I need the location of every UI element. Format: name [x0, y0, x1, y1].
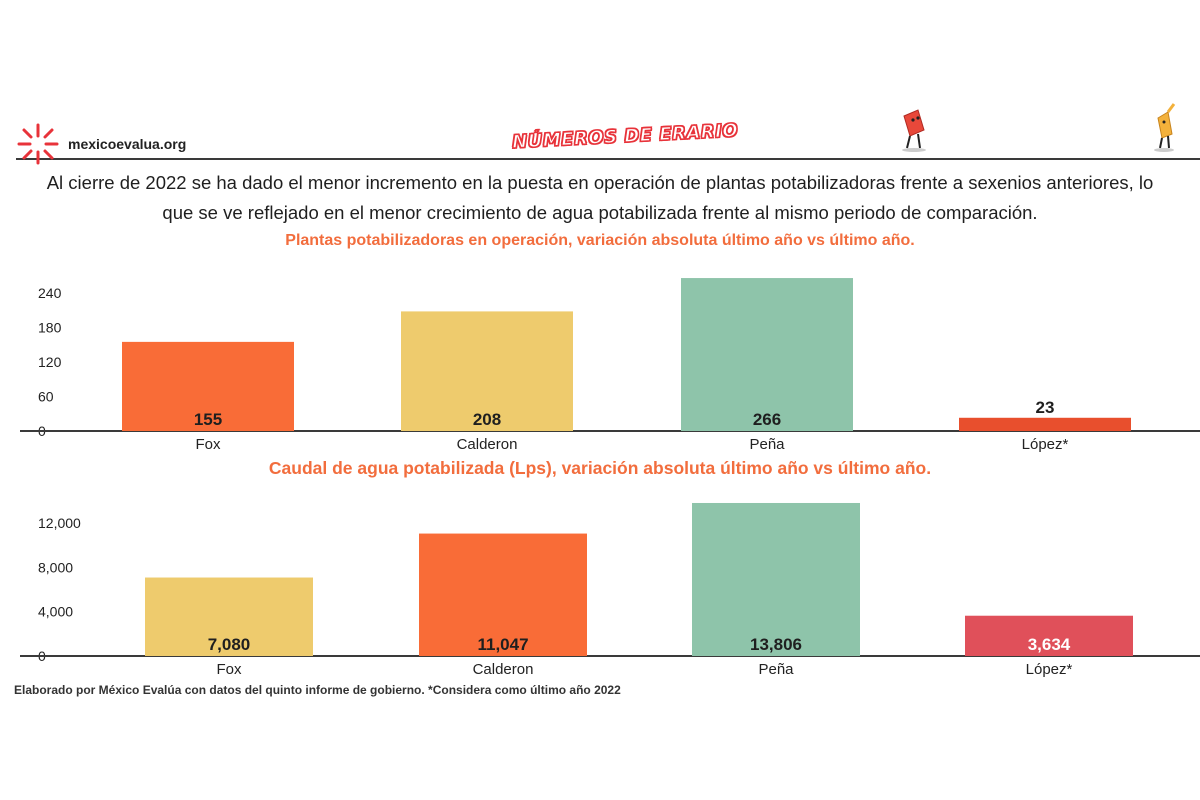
bar-calderon[interactable]: [401, 311, 573, 431]
data-label: 155: [194, 410, 222, 429]
data-label: 11,047: [477, 635, 528, 654]
asterisk-burst-icon[interactable]: [16, 122, 60, 166]
bar-calderon[interactable]: [419, 533, 587, 656]
brand-logo: NÚMEROS DE ERARIO: [511, 119, 739, 153]
data-label: 208: [473, 410, 501, 429]
data-label: 23: [1036, 398, 1055, 417]
category-label: Calderon: [457, 436, 518, 453]
category-label: López*: [1026, 661, 1073, 678]
data-label: 266: [753, 410, 781, 429]
bar-fox[interactable]: [145, 577, 313, 656]
bar-pea[interactable]: [681, 278, 853, 431]
y-tick-label: 8,000: [38, 559, 73, 575]
category-label: Fox: [195, 436, 221, 453]
y-tick-label: 12,000: [38, 515, 81, 531]
category-label: Peña: [758, 661, 794, 678]
bar-pea[interactable]: [692, 502, 860, 656]
site-name[interactable]: mexicoevalua.org: [68, 136, 187, 152]
category-label: Calderon: [473, 661, 534, 678]
y-tick-label: 4,000: [38, 604, 73, 620]
bar-lpez[interactable]: [959, 417, 1131, 431]
data-label: 7,080: [208, 635, 251, 654]
y-tick-label: 240: [38, 285, 62, 301]
bar-lpez[interactable]: [965, 615, 1133, 656]
headline: Al cierre de 2022 se ha dado el menor in…: [46, 172, 1154, 223]
data-label: 13,806: [750, 635, 802, 654]
category-label: Peña: [749, 436, 785, 453]
red-mascot-icon: [902, 109, 926, 152]
header-bar: mexicoevalua.org NÚMEROS DE ERARIO: [16, 103, 1200, 165]
y-tick-label: 120: [38, 354, 62, 370]
chart-caudal: 04,0008,00012,0007,080Fox11,047Calderon1…: [20, 502, 1200, 678]
y-tick-label: 180: [38, 320, 62, 336]
y-tick-label: 60: [38, 389, 54, 405]
source-note: Elaborado por México Evalúa con datos de…: [14, 683, 621, 697]
chart-plantas: 060120180240155Fox208Calderon266Peña23Ló…: [20, 278, 1200, 453]
chart-2-title: Caudal de agua potabilizada (Lps), varia…: [268, 458, 932, 478]
data-label: 3,634: [1028, 635, 1071, 654]
bar-fox[interactable]: [122, 341, 294, 431]
orange-mascot-icon: [1154, 103, 1176, 152]
category-label: Fox: [216, 661, 242, 678]
category-label: López*: [1022, 436, 1069, 453]
chart-1-title: Plantas potabilizadoras en operación, va…: [285, 232, 915, 249]
